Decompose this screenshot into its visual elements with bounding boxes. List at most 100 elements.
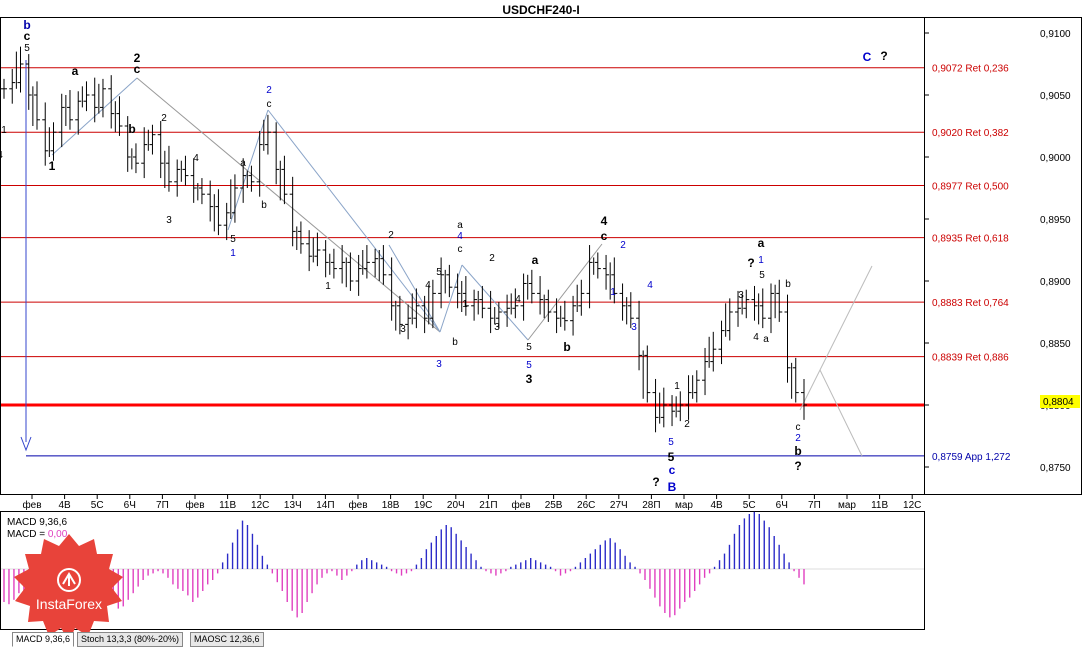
wave-label: 5 [668, 437, 674, 448]
fib-label: 0,8935 Ret 0,618 [932, 234, 1009, 245]
date-tick-label: 25В [545, 500, 563, 511]
date-tick-label: 19С [414, 500, 432, 511]
wave-label: 1 [1, 125, 7, 136]
date-tick-label: 4В [710, 500, 723, 511]
wave-label: 3 [494, 322, 500, 333]
wave-label: 2 [795, 433, 801, 444]
wave-labels: bc52cab141234a51b2c123453ab4c1234a553b4c… [0, 18, 888, 494]
date-tick-label: 6Ч [776, 500, 788, 511]
wave-label: 5 [668, 450, 675, 464]
wave-label: 3 [526, 372, 533, 386]
tab-macd[interactable]: MACD 9,36,6 [12, 632, 75, 647]
wave-label: b [794, 444, 801, 458]
wave-label: 3 [400, 324, 406, 335]
price-tick-label: 0,8900 [1040, 277, 1071, 288]
wave-label: 4 [457, 231, 463, 242]
wave-label: 1 [230, 248, 236, 259]
date-tick-label: 11В [871, 500, 888, 511]
date-tick-label: фев [348, 499, 367, 511]
price-tick-label: 0,8950 [1040, 215, 1071, 226]
wave-label: c [24, 29, 31, 43]
fib-label: 0,8839 Ret 0,886 [932, 353, 1009, 364]
instaforex-logo: InstaForex [8, 532, 130, 650]
wave-label: 1 [462, 299, 468, 310]
wave-label: B [668, 480, 677, 494]
date-tick-label: 5С [91, 500, 104, 511]
wave-label: c [458, 244, 463, 255]
price-tick-label: 0,8850 [1040, 339, 1071, 350]
date-tick-label: 7П [808, 500, 821, 511]
trend-line-4 [267, 109, 441, 333]
date-axis-ticks: фев 4В 5С 6Ч 7П фев 11В 12С 13Ч 14П фев 18В 19С 20Ч 21… [22, 494, 921, 511]
date-tick-label: 6Ч [124, 500, 136, 511]
wave-label: 4 [515, 294, 521, 305]
wave-label: 3 [166, 215, 172, 226]
wave-label: c [669, 463, 676, 477]
tab-stoch[interactable]: Stoch 13,3,3 (80%-20%) [77, 632, 184, 647]
date-tick-label: 13Ч [284, 500, 302, 511]
wave-label: 2 [134, 51, 141, 65]
macd-label-line1: MACD 9,36,6 [7, 517, 67, 528]
wave-label: a [72, 64, 79, 78]
wave-label: C [863, 50, 872, 64]
wave-label: 2 [684, 419, 690, 430]
wave-label: ? [880, 49, 887, 63]
date-tick-label: 18В [382, 500, 400, 511]
fib-label: 0,8759 App 1,272 [932, 452, 1011, 463]
wave-label: 5 [526, 360, 532, 371]
trend-line-8 [388, 244, 441, 333]
wave-label: 1 [674, 381, 680, 392]
trend-line-2 [136, 77, 441, 333]
wave-label: 1 [325, 281, 331, 292]
price-tick-label: 0,9100 [1040, 29, 1071, 40]
date-tick-label: 5С [743, 500, 756, 511]
wave-label: 2 [161, 113, 167, 124]
wave-label: 4 [193, 153, 199, 164]
wave-label: 1 [758, 255, 764, 266]
wave-label: 1 [610, 287, 616, 298]
date-tick-label: фев [22, 499, 41, 511]
wave-label: 4 [425, 280, 431, 291]
wave-label: 3 [436, 359, 442, 370]
wave-label: 1 [49, 159, 56, 173]
date-tick-label: мар [675, 500, 693, 511]
date-tick-label: 26С [577, 500, 595, 511]
wave-label: b [23, 18, 30, 32]
current-price-box [1040, 395, 1080, 408]
wave-label: 2 [489, 253, 495, 264]
date-tick-label: 11В [219, 500, 236, 511]
price-tick-label: 0,9000 [1040, 153, 1071, 164]
price-tick-label: 0,9050 [1040, 91, 1071, 102]
date-tick-label: 7П [156, 500, 169, 511]
price-bars [1, 46, 807, 433]
macd-label-text: MACD = [7, 529, 45, 540]
wave-label: ? [794, 459, 801, 473]
projection-line-down [819, 369, 863, 457]
date-tick-label: 4В [58, 500, 71, 511]
wave-label: 5 [436, 267, 442, 278]
date-tick-label: 21П [479, 500, 497, 511]
logo-badge-icon [14, 534, 123, 642]
wave-label: 3 [631, 322, 637, 333]
date-tick-label: 14П [316, 500, 334, 511]
wave-label: a [240, 158, 246, 169]
trend-line-6 [461, 264, 529, 341]
wave-label: a [457, 220, 463, 231]
main-chart-frame [0, 17, 925, 495]
date-tick-label: 12С [251, 500, 269, 511]
wave-label: c [134, 62, 141, 76]
fib-lines: 0,9072 Ret 0,236 0,9020 Ret 0,382 0,8977 R… [1, 64, 1011, 463]
logo-figure-icon [62, 572, 76, 586]
wave-label: b [785, 279, 791, 290]
wave-label: b [563, 340, 570, 354]
price-axis-frame [924, 17, 1082, 495]
wave-label: 2 [266, 85, 272, 96]
macd-panel-frame [0, 511, 925, 630]
wave-label: b [128, 122, 135, 136]
tab-maosc[interactable]: MAOSC 12,36,6 [190, 632, 264, 647]
wave-label: c [601, 229, 608, 243]
price-tick-label: 0,8750 [1040, 463, 1071, 474]
current-price-label: 0,8804 [1043, 397, 1074, 408]
wave-label: ? [652, 475, 659, 489]
